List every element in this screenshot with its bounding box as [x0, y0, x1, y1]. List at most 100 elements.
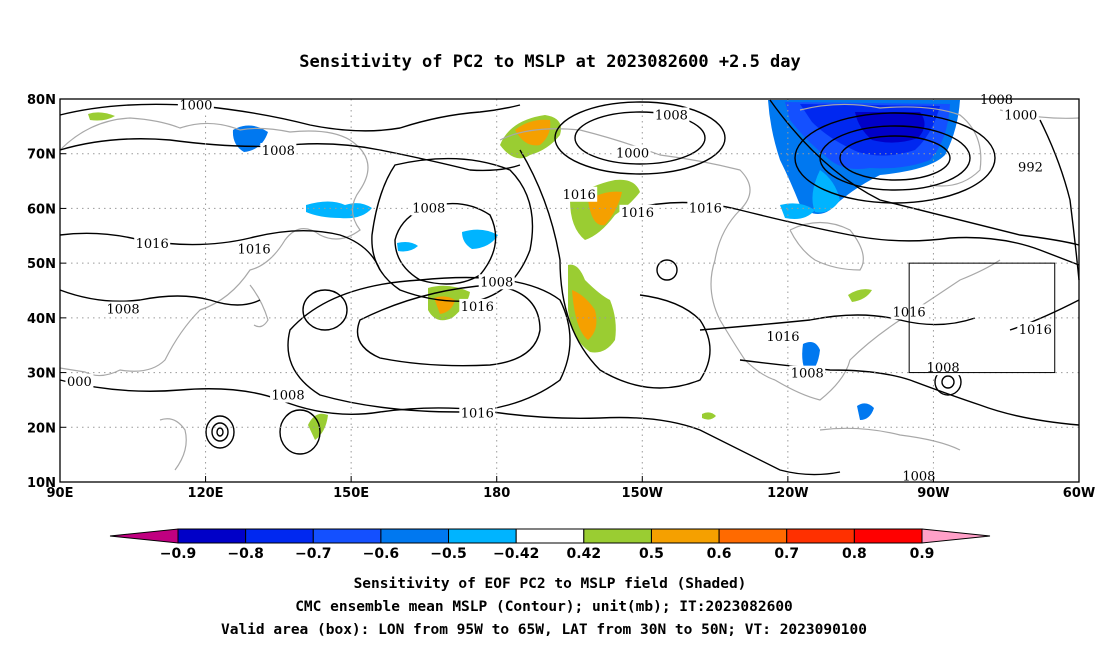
caption-line-1: Sensitivity of EOF PC2 to MSLP field (Sh… — [354, 576, 747, 592]
contour-label-bg — [687, 200, 724, 216]
contour-label-bg — [614, 145, 651, 161]
coast-north-america-west — [499, 128, 776, 381]
contour-label: 1000 — [179, 99, 212, 114]
contour-label-bg — [65, 373, 94, 389]
lat-tick-label: 70N — [27, 148, 56, 163]
contour-label-bg — [765, 329, 802, 345]
coast-hudson-bay — [789, 221, 864, 271]
caption-line-2: CMC ensemble mean MSLP (Contour); unit(m… — [295, 599, 793, 615]
colorbar-segment — [177, 528, 247, 544]
contour-label-bg — [925, 360, 962, 376]
lon-tick-label: 180 — [483, 486, 510, 501]
lon-tick-label: 60W — [1063, 486, 1095, 501]
valid-area-box — [908, 262, 1056, 374]
colorbar-tick-label: 0.42 — [567, 546, 602, 562]
contour-1008-bering-low — [394, 202, 497, 285]
contour-label: 1008 — [480, 275, 513, 290]
contour-label-bg — [478, 274, 515, 290]
contour-label: 1016 — [766, 330, 799, 345]
shade-pos-tropics — [308, 413, 328, 440]
lat-tick-label: 30N — [27, 367, 56, 382]
contour-label: 1008 — [272, 389, 305, 404]
contour-hurricane-inner — [941, 375, 955, 389]
shade-pos-mexico — [702, 412, 716, 420]
contour-label: 1016 — [689, 201, 722, 216]
lon-tick-label: 120E — [188, 486, 224, 501]
colorbar-segment — [245, 528, 314, 544]
colorbar-tick-label: 0.9 — [910, 546, 935, 562]
colorbar-tick-label: −0.42 — [493, 546, 539, 562]
colorbar-tick-label: 0.5 — [639, 546, 664, 562]
lon-tick-label: 120W — [767, 486, 808, 501]
contour-1016-asia — [59, 229, 381, 271]
colorbar: −0.9 −0.8 −0.7 −0.6 −0.5 −0.42 0.42 0.5 0.6 0.7 0.… — [109, 528, 991, 562]
colorbar-tick-label: 0.8 — [842, 546, 867, 562]
contour-label-bg — [105, 301, 142, 317]
contour-label-bg — [561, 186, 598, 202]
lat-tick-label: 80N — [27, 93, 56, 108]
lon-tick-label: 150W — [622, 486, 663, 501]
coast-north-america-east — [774, 259, 1001, 401]
shade-neg-okhotsk — [306, 201, 372, 219]
lat-tick-label: 60N — [27, 202, 56, 217]
colorbar-segment — [515, 528, 585, 544]
contour-label-bg — [177, 97, 214, 113]
lat-tick-label: 40N — [27, 312, 56, 327]
colorbar-tick-label: 0.7 — [774, 546, 799, 562]
contour-label: 1008 — [902, 470, 935, 485]
colorbar-segment — [380, 528, 450, 544]
contour-label: 992 — [1018, 160, 1043, 175]
contour-1000-alaska-low — [574, 111, 706, 165]
contour-typhoon-2-inner — [216, 427, 224, 437]
colorbar-tick-label: −0.6 — [363, 546, 400, 562]
contour-1016-northeast-pacific — [519, 149, 711, 389]
contour-label-bg — [260, 142, 297, 158]
contour-label: 1008 — [655, 108, 688, 123]
contour-label-bg — [1002, 107, 1039, 123]
contour-1008-asia — [59, 289, 261, 306]
contour-label: 1008 — [791, 367, 824, 382]
shade-pos-arctic — [88, 112, 115, 121]
shade-neg-pacific — [397, 242, 418, 252]
figure-title: Sensitivity of PC2 to MSLP at 2023082600… — [299, 52, 801, 72]
colorbar-segment — [650, 528, 720, 544]
contour-label-bg — [1017, 321, 1054, 337]
contour-1008-icelandic-low-a — [794, 112, 996, 204]
contour-label: 1008 — [980, 93, 1013, 108]
contour-1016-pacific-high — [356, 284, 541, 367]
contour-label-bg — [270, 387, 307, 403]
contour-asia-low — [302, 289, 348, 331]
contour-label-bg — [789, 365, 826, 381]
colorbar-segment — [312, 528, 382, 544]
coast-japan — [249, 284, 269, 328]
shade-neg-hudson — [780, 203, 815, 219]
shade-neg-bering — [462, 229, 498, 249]
contour-1008-north — [59, 138, 521, 172]
contour-1016-pacific-outer — [287, 276, 571, 413]
lat-tick-label: 10N — [27, 476, 56, 491]
contour-label-bg — [619, 204, 656, 220]
contour-label-bg — [459, 298, 496, 314]
colorbar-tick-label: −0.8 — [227, 546, 264, 562]
contour-label: 1016 — [621, 206, 654, 221]
colorbar-tick-label: −0.5 — [430, 546, 467, 562]
colorbar-low-extension — [109, 528, 179, 544]
contour-992-icelandic-low — [839, 135, 951, 181]
contour-1000-arctic — [59, 103, 521, 132]
lat-tick-label: 20N — [27, 421, 56, 436]
lat-tick-label: 50N — [27, 257, 56, 272]
caption-line-3: Valid area (box): LON from 95W to 65W, L… — [221, 622, 867, 638]
coast-caribbean — [819, 427, 961, 451]
contour-typhoon-2-mid — [211, 422, 229, 442]
contour-typhoon-2-outer — [205, 415, 235, 449]
contour-label-bg — [1016, 159, 1045, 175]
shade-pos-great-lakes — [848, 289, 872, 302]
contour-atlantic-east — [1039, 119, 1080, 281]
contour-1008-alaska-low — [554, 101, 726, 175]
colorbar-tick-label: −0.9 — [160, 546, 197, 562]
contour-label: 1008 — [927, 361, 960, 376]
colorbar-segment — [448, 528, 517, 544]
contour-label: 000 — [67, 375, 92, 390]
contour-atlantic-high — [1009, 299, 1080, 331]
